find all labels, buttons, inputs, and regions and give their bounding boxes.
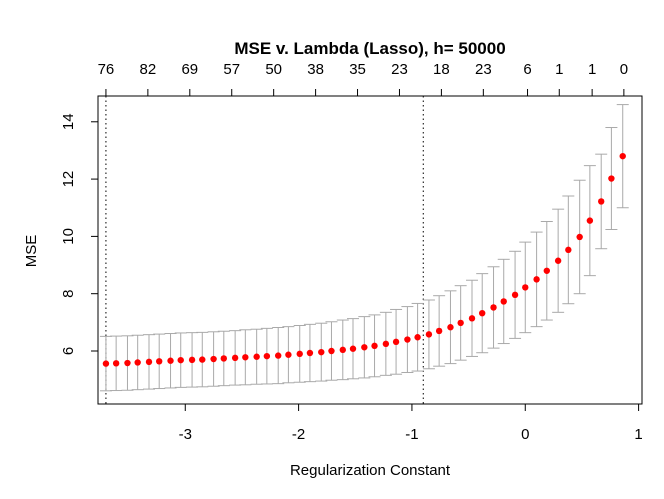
top-tick-label: 18	[433, 61, 450, 78]
top-tick-label: 1	[588, 61, 596, 78]
data-point	[533, 276, 540, 283]
data-point	[468, 315, 476, 322]
data-point	[275, 352, 282, 359]
data-point	[522, 284, 529, 291]
data-point	[404, 336, 411, 343]
data-point	[619, 152, 626, 160]
data-point	[306, 349, 314, 357]
top-tick-label: 82	[140, 61, 157, 78]
data-point	[253, 353, 260, 360]
data-point	[349, 345, 357, 352]
data-point	[479, 309, 486, 317]
data-point	[361, 344, 368, 351]
data-point	[447, 324, 454, 331]
top-tick-label: 35	[349, 61, 366, 78]
plot-frame	[97, 95, 643, 405]
data-point	[457, 319, 464, 327]
data-point	[318, 348, 325, 356]
top-tick-label: 1	[555, 61, 563, 78]
x-tick-label: 0	[521, 426, 529, 443]
data-point	[102, 360, 110, 367]
data-point	[220, 355, 227, 362]
data-point	[425, 331, 433, 338]
y-axis-label: MSE	[23, 235, 40, 268]
data-point	[285, 351, 292, 358]
data-point	[156, 358, 163, 365]
data-point	[188, 356, 196, 364]
data-point	[263, 352, 271, 360]
top-tick-label: 23	[391, 61, 408, 78]
x-tick-label: -2	[292, 426, 305, 443]
data-point	[490, 304, 497, 311]
x-tick-label: -1	[405, 426, 418, 443]
data-point	[112, 360, 120, 367]
y-tick-label: 8	[60, 290, 77, 298]
data-point	[586, 217, 594, 224]
x-tick-label: 1	[634, 426, 642, 443]
data-point	[392, 338, 400, 346]
data-point	[231, 354, 239, 362]
data-point	[177, 356, 184, 364]
top-tick-label: 57	[223, 61, 240, 78]
top-tick-label: 38	[307, 61, 324, 78]
data-point	[435, 327, 443, 335]
data-point	[382, 340, 390, 348]
data-point	[576, 233, 583, 241]
data-point	[339, 346, 346, 354]
data-point	[565, 246, 572, 254]
data-point	[124, 359, 131, 367]
data-point	[414, 334, 421, 341]
data-point	[134, 359, 141, 366]
x-axis-label: Regularization Constant	[290, 462, 451, 479]
data-point	[199, 356, 206, 363]
chart-title: MSE v. Lambda (Lasso), h= 50000	[234, 39, 505, 58]
data-point	[543, 267, 550, 274]
data-point	[296, 350, 303, 358]
data-point	[511, 291, 519, 299]
data-point	[371, 342, 378, 350]
top-tick-label: 0	[620, 61, 628, 78]
data-point	[145, 358, 153, 366]
data-point	[500, 298, 507, 305]
top-tick-label: 76	[98, 61, 115, 78]
top-tick-label: 69	[181, 61, 198, 78]
data-point	[554, 257, 562, 264]
y-tick-label: 14	[60, 113, 77, 130]
top-tick-label: 50	[265, 61, 282, 78]
data-point	[167, 357, 174, 364]
y-tick-label: 10	[60, 228, 77, 245]
data-point	[210, 355, 217, 363]
data-point	[328, 347, 335, 355]
data-point	[242, 354, 249, 361]
y-tick-label: 6	[60, 347, 77, 355]
top-tick-label: 23	[475, 61, 492, 78]
y-tick-label: 12	[60, 171, 77, 188]
x-tick-label: -3	[179, 426, 192, 443]
data-point	[598, 198, 605, 205]
data-point	[608, 175, 615, 182]
top-tick-label: 6	[523, 61, 531, 78]
